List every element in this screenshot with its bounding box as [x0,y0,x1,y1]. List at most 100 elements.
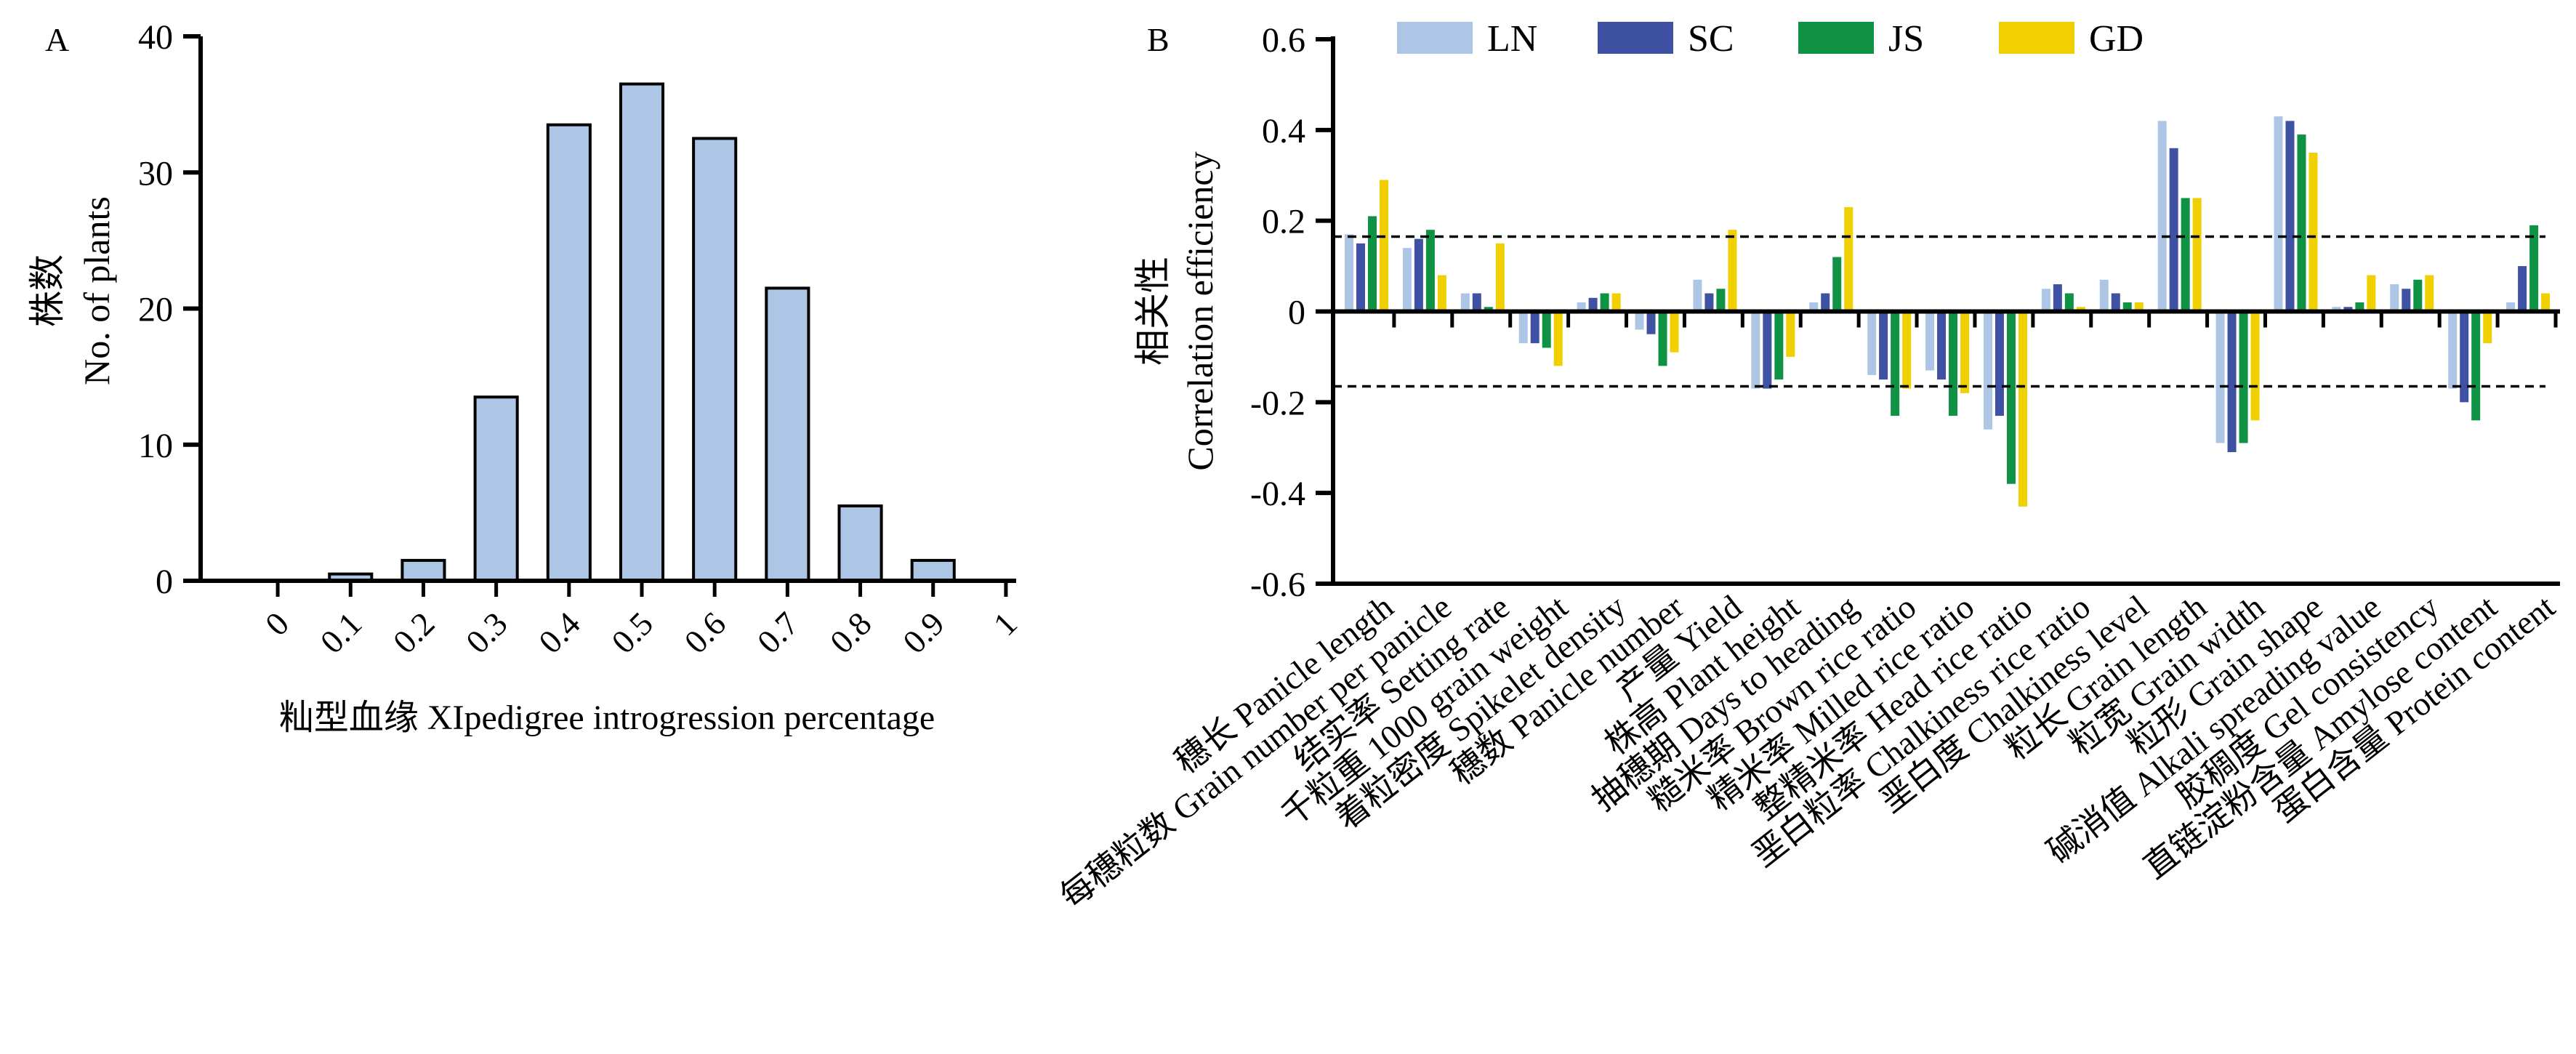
panel-b-y-tick-label: -0.6 [1250,566,1305,604]
panel-a-x-tick-label: 0.7 [750,605,806,661]
panel-b-y-axis-ticks: -0.6 -0.4 -0.2 0 0.2 0.4 0.6 [1250,21,1333,604]
panel-b-bar-ln [2506,302,2516,312]
panel-b-bar-ln [1402,248,1412,312]
panel-b-bar-ln [2390,284,2399,312]
panel-b-bar-sc [2518,266,2527,312]
legend-swatch-js [1798,22,1874,54]
panel-a-x-tick-label: 0.2 [386,605,442,661]
panel-b-bar-sc [1821,293,1830,312]
panel-a-y-tick-label: 20 [138,291,173,329]
panel-b-bar-ln [1925,311,1935,371]
panel-b-bar-gd [2309,153,2318,312]
panel-b-bar-sc [2402,289,2411,312]
panel-b-bar-sc [1472,293,1481,312]
panel-b-bar-js [1832,257,1842,312]
panel-b-bar-js [2529,225,2539,312]
panel-b-bar-ln [1577,302,1586,312]
panel-a-y-tick-label: 10 [138,427,173,465]
panel-b-bar-sc [1995,311,2004,417]
panel-b-y-title-en: Correlation efficiency [1180,151,1220,470]
panel-b-y-title-cn: 相关性 [1132,257,1173,366]
panel-b-bar-sc [1704,293,1714,312]
panel-b-bar-ln [2041,289,2050,312]
panel-a-bar [692,137,738,582]
panel-b-bar-gd [1844,206,1853,312]
panel-a-x-tick-label: 0.6 [677,605,733,661]
panel-b-bar-ln [1867,311,1877,375]
panel-b-correlation-chart: B 相关性 Correlation efficiency LN SC JS GD -0… [1053,18,2561,915]
panel-b-bar-ln [2332,307,2341,312]
panel-b-bar-js [2006,311,2016,484]
panel-b-bar-js [1600,293,1609,312]
panel-b-reference-lines [1333,235,2545,388]
legend-label-ln: LN [1487,18,1537,60]
panel-b-bar-ln [1751,311,1760,389]
legend-label-sc: SC [1688,18,1734,60]
panel-a-x-tick-label: 0.1 [313,605,369,661]
panel-b-bar-js [1425,230,1435,312]
panel-b-bar-sc [2111,293,2120,312]
panel-a-y-tick-label: 40 [138,18,173,57]
panel-b-bar-sc [1414,238,1423,312]
panel-a-x-tick-label: 0.4 [531,605,587,661]
panel-b-bar-ln [1460,293,1470,312]
legend-swatch-gd [1999,22,2074,54]
panel-b-x-axis-ticks [1392,311,2558,328]
legend-label-gd: GD [2089,18,2144,60]
panel-b-bar-ln [2448,311,2458,389]
panel-a-y-title-cn: 株数 [27,254,68,327]
panel-a-y-title: 株数 No. of plants [27,196,117,385]
panel-b-bar-ln [1809,302,1819,312]
panel-b-bar-ln [2099,279,2109,312]
legend-swatch-sc [1598,22,1673,54]
panel-b-bar-js [2355,302,2364,312]
panel-b-bar-js [1716,289,1726,312]
legend-label-js: JS [1888,18,1924,60]
panel-a-bar [619,82,665,583]
panel-a-x-title: 籼型血缘 XIpedigree introgression percentage [279,699,935,737]
panel-a-bar [546,123,592,582]
panel-b-bar-ln [1983,311,1992,430]
panel-b-bar-sc [1763,311,1772,389]
panel-a-bar [837,504,883,583]
panel-b-bar-js [1891,311,1900,417]
panel-b-label: B [1147,21,1170,58]
panel-b-bar-gd [1960,311,1970,393]
panel-a-bar [910,558,956,582]
panel-b-y-tick-label: 0.2 [1262,203,1305,241]
panel-b-bar-gd [2192,198,2202,312]
panel-b-bar-gd [1670,311,1679,353]
panel-b-bar-gd [2018,311,2027,507]
panel-b-y-tick-label: 0 [1288,294,1305,332]
panel-b-bar-gd [1553,311,1563,366]
panel-a-x-tick-label: 0.9 [895,605,951,661]
panel-b-bar-js [2239,311,2248,443]
panel-a-bars [328,82,956,583]
panel-b-bar-js [2413,279,2423,312]
panel-b-bar-js [2181,198,2190,312]
panel-b-bar-js [2064,293,2074,312]
panel-b-legend: LN SC JS GD [1397,18,2144,60]
panel-b-y-tick-label: -0.4 [1250,475,1305,513]
panel-a-y-tick-label: 0 [156,563,173,601]
panel-b-bar-gd [2425,275,2434,312]
panel-b-bar-gd [2483,311,2492,344]
panel-b-bar-sc [1588,297,1598,312]
panel-b-bar-gd [2076,307,2085,312]
panel-b-bar-ln [1345,234,1353,312]
panel-b-bar-js [2297,134,2306,312]
panel-b-y-tick-label: 0.4 [1262,112,1305,150]
panel-b-bar-gd [2541,293,2551,312]
legend-swatch-ln [1397,22,1473,54]
panel-b-bar-gd [1611,293,1621,312]
panel-b-bar-sc [2285,121,2295,312]
panel-a-x-tick-label: 0.3 [459,605,515,661]
panel-b-bars [1345,116,2551,507]
panel-b-bar-ln [2157,121,2167,312]
panel-b-bar-ln [1635,311,1644,330]
panel-b-bar-js [2471,311,2481,421]
panel-a-x-axis-ticks: 0 0.1 0.2 0.3 0.4 0.5 0.6 0.7 0.8 0.9 1 [258,581,1024,661]
panel-a-y-title-en: No. of plants [76,196,117,385]
